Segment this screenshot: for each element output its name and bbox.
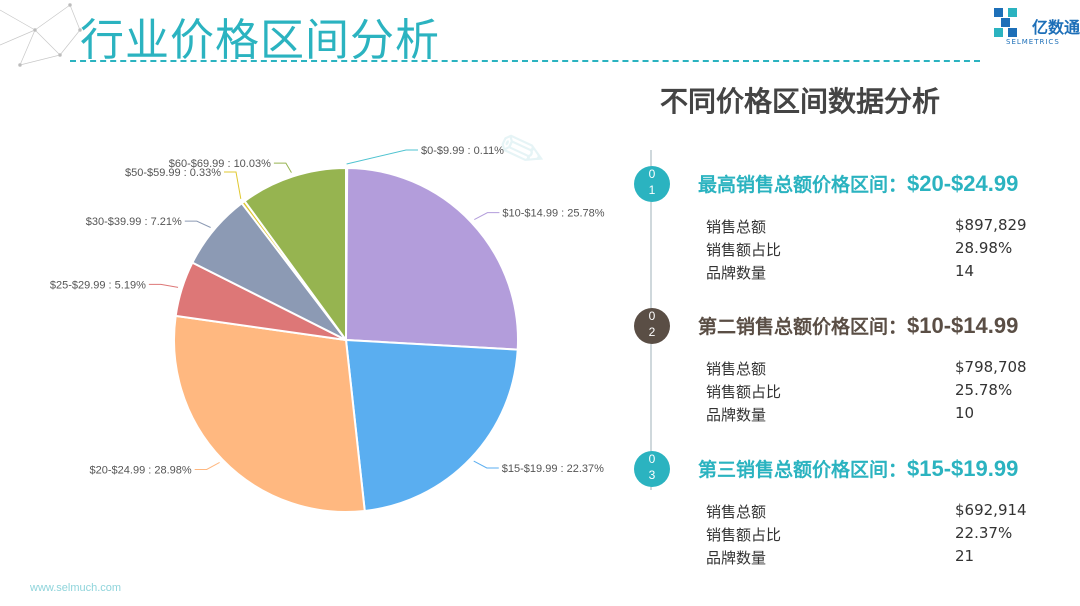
stat-value: $798,708 — [955, 358, 1027, 376]
logo-subtext: SELMETRICS — [1006, 38, 1060, 46]
leader-line-6 — [224, 171, 242, 199]
pie-slice-7 — [243, 166, 347, 344]
leader-line-3 — [194, 462, 220, 470]
rank-price-range: $15-$19.99 — [907, 456, 1019, 481]
rank-heading-3: 第三销售总额价格区间：$15-$19.99 — [698, 455, 1018, 482]
selmetrics-logo — [994, 8, 1017, 37]
rank-price-range: $10-$14.99 — [907, 313, 1019, 338]
stat-label: 销售总额 — [706, 503, 767, 521]
pie-slice-2 — [344, 338, 519, 513]
title-divider — [70, 60, 980, 62]
stat-label: 销售总额 — [706, 360, 767, 378]
right-section-title: 不同价格区间数据分析 — [660, 85, 941, 118]
rank-digit: 2 — [648, 325, 656, 339]
stat-value: 28.98% — [955, 239, 1013, 257]
leader-line-2 — [473, 460, 499, 469]
leader-line-7 — [273, 162, 292, 173]
leader-line-0 — [346, 149, 418, 165]
logo-text: 亿数通 — [1032, 18, 1080, 37]
rank-digit: 1 — [648, 183, 656, 197]
slice-label-3: $20-$24.99 : 28.98% — [90, 464, 192, 476]
stat-label: 销售额占比 — [706, 383, 782, 401]
rank-heading-label: 第三销售总额价格区间： — [698, 459, 908, 481]
rank-digit: 0 — [648, 167, 656, 181]
slice-label-2: $15-$19.99 : 22.37% — [502, 463, 604, 475]
stat-value: 22.37% — [955, 524, 1013, 542]
rank-heading-label: 最高销售总额价格区间： — [698, 174, 908, 196]
page-title: 行业价格区间分析 — [80, 15, 440, 66]
pie-slice-1 — [344, 166, 519, 351]
stat-value: $692,914 — [955, 501, 1027, 519]
leader-line-4 — [148, 283, 179, 288]
slice-label-0: $0-$9.99 : 0.11% — [421, 145, 504, 157]
rank-price-range: $20-$24.99 — [907, 171, 1019, 196]
leader-line-1 — [474, 212, 500, 220]
leader-line-5 — [184, 220, 211, 228]
stat-label: 品牌数量 — [706, 549, 767, 567]
slice-label-4: $25-$29.99 : 5.19% — [50, 279, 146, 291]
network-decoration — [0, 3, 82, 67]
pie-slice-3 — [173, 314, 366, 513]
price-range-pie-chart: $0-$9.99 : 0.11% $10-$14.99 : 25.78% $15-$… — [50, 145, 605, 513]
slice-label-7: $60-$69.99 : 10.03% — [169, 158, 271, 170]
stat-label: 销售额占比 — [706, 526, 782, 544]
stat-label: 销售额占比 — [706, 241, 782, 259]
stat-value: 14 — [955, 262, 975, 280]
rank-digit: 0 — [648, 309, 656, 323]
footer-url: www.selmuch.com — [30, 582, 122, 594]
rank-heading-label: 第二销售总额价格区间： — [698, 316, 908, 338]
rank-heading-1: 最高销售总额价格区间：$20-$24.99 — [698, 170, 1018, 197]
stat-label: 品牌数量 — [706, 264, 767, 282]
stat-value: 10 — [955, 404, 975, 422]
stat-value: 21 — [955, 547, 975, 565]
rank-digit: 0 — [648, 452, 656, 466]
stat-value: 25.78% — [955, 381, 1013, 399]
slice-label-5: $30-$39.99 : 7.21% — [86, 216, 182, 228]
stat-label: 销售总额 — [706, 218, 767, 236]
stat-label: 品牌数量 — [706, 406, 767, 424]
slice-label-6: $50-$59.99 : 0.33% — [125, 167, 221, 179]
rank-heading-2: 第二销售总额价格区间：$10-$14.99 — [698, 312, 1018, 339]
stat-value: $897,829 — [955, 216, 1027, 234]
slice-label-1: $10-$14.99 : 25.78% — [502, 208, 604, 220]
rank-digit: 3 — [648, 468, 656, 482]
